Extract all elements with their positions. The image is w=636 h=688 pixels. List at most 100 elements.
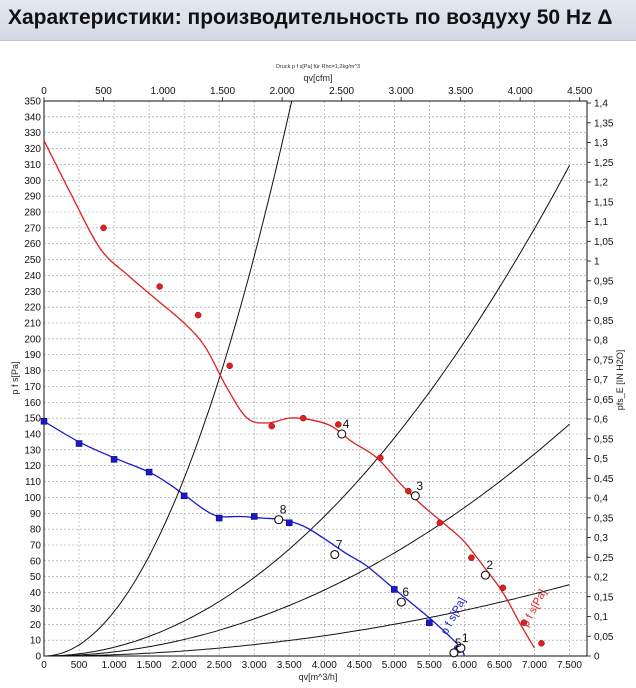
right-tick-label: 0,2 <box>594 573 608 584</box>
operating-point-label: 5 <box>455 636 462 650</box>
y-tick-label: 100 <box>24 493 41 504</box>
y-tick-label: 60 <box>30 556 42 567</box>
y-axis-left-label: p f s[Pa] <box>10 361 20 394</box>
right-tick-label: 1,35 <box>594 118 614 129</box>
y-tick-label: 150 <box>24 414 41 425</box>
y-tick-label: 200 <box>24 334 41 345</box>
fan-curve-marker <box>110 456 118 463</box>
fan-curve-marker <box>268 422 275 430</box>
y-tick-label: 270 <box>24 223 41 234</box>
y-tick-label: 330 <box>24 128 41 139</box>
x-tick-label: 5.500 <box>417 660 442 671</box>
right-tick-label: 0,8 <box>594 336 608 347</box>
fan-curve-marker <box>75 440 83 447</box>
y-tick-label: 260 <box>24 239 41 250</box>
operating-point-3 <box>410 491 420 501</box>
fan-curve-marker <box>335 421 342 428</box>
fan-curve-line-1 <box>43 140 536 649</box>
x-axis-label: qv[m^3/h] <box>299 672 338 682</box>
top-tick-label: 0 <box>41 86 47 97</box>
x-tick-label: 3.000 <box>242 660 267 671</box>
y-tick-label: 40 <box>30 588 42 599</box>
fan-curve-marker <box>40 418 48 425</box>
x-tick-label: 2.000 <box>172 660 197 671</box>
x-tick-label: 4.500 <box>347 660 372 671</box>
operating-point-4 <box>337 429 347 439</box>
top-tick-label: 1.000 <box>151 86 176 97</box>
y-tick-label: 350 <box>24 97 41 108</box>
right-tick-label: 0,95 <box>594 276 614 287</box>
right-tick-label: 0,3 <box>594 533 608 544</box>
operating-point-1 <box>456 643 466 653</box>
fan-curve-marker <box>405 487 412 495</box>
operating-point-5 <box>449 648 459 658</box>
operating-point-label: 6 <box>402 585 409 599</box>
x-tick-label: 7.000 <box>522 660 547 671</box>
x-tick-label: 6.500 <box>487 660 512 671</box>
right-tick-label: 0,55 <box>594 434 614 445</box>
operating-point-label: 8 <box>280 503 287 517</box>
y-tick-label: 120 <box>24 461 41 472</box>
fan-curve-marker <box>215 514 223 522</box>
operating-point-label: 3 <box>416 479 423 493</box>
operating-point-2 <box>480 570 490 580</box>
fan-curve-marker <box>436 519 444 527</box>
operating-point-8 <box>274 515 284 525</box>
operating-point-6 <box>396 597 406 607</box>
top-tick-label: 4.000 <box>508 86 533 97</box>
right-tick-label: 1,25 <box>594 158 614 169</box>
right-tick-label: 0,45 <box>594 474 614 485</box>
right-tick-label: 0,85 <box>594 316 614 327</box>
system-curves <box>43 100 570 657</box>
system-curve-2 <box>44 165 570 657</box>
y-tick-label: 250 <box>24 255 41 266</box>
system-curve-1 <box>43 100 293 657</box>
x-tick-label: 0 <box>41 660 47 671</box>
page-header: Характеристики: производительность по во… <box>0 0 636 41</box>
x-tick-label: 1.500 <box>137 660 162 671</box>
right-tick-label: 0,05 <box>594 632 614 643</box>
y-tick-label: 300 <box>24 176 41 187</box>
y-tick-label: 160 <box>24 398 41 409</box>
fan-curve-marker <box>156 283 163 290</box>
x-tick-label: 4.000 <box>312 660 337 671</box>
fan-curve-marker <box>145 468 153 476</box>
y-tick-label: 90 <box>30 509 42 520</box>
operating-point-label: 1 <box>462 631 469 645</box>
top-tick-label: 4.500 <box>567 86 592 97</box>
chart-top-note: Druck p f s[Pa] für Rho=1,2kg/m^3 <box>276 64 360 70</box>
top-tick-label: 2.000 <box>270 86 295 97</box>
y-tick-label: 20 <box>30 620 42 631</box>
fan-curve-marker <box>285 519 293 527</box>
y-tick-label: 0 <box>35 652 41 663</box>
fan-curve-marker <box>426 619 433 626</box>
fan-curve-marker <box>100 224 107 232</box>
right-tick-label: 0,25 <box>594 553 614 564</box>
axis-labels: Druck p f s[Pa] für Rho=1,2kg/m^3 qv[cfm… <box>10 64 625 682</box>
y-tick-label: 190 <box>24 350 41 361</box>
y-tick-label: 180 <box>24 366 41 377</box>
top-tick-label: 2.500 <box>329 86 354 97</box>
fan-curve-marker <box>520 619 528 626</box>
y-tick-label: 10 <box>30 636 42 647</box>
right-tick-label: 1,1 <box>594 217 608 228</box>
right-tick-label: 0,1 <box>594 612 608 623</box>
y-tick-label: 210 <box>24 319 41 330</box>
right-tick-label: 1,3 <box>594 138 608 149</box>
fan-curve-marker <box>468 554 475 561</box>
y-tick-label: 220 <box>24 303 41 314</box>
right-tick-label: 0,4 <box>594 494 608 505</box>
y-tick-label: 30 <box>30 604 42 615</box>
operating-point-label: 4 <box>343 417 350 431</box>
y-tick-label: 340 <box>24 112 41 123</box>
right-tick-label: 0,9 <box>594 296 608 307</box>
top-tick-label: 3.500 <box>448 86 473 97</box>
y-tick-label: 70 <box>30 541 42 552</box>
top-tick-label: 3.000 <box>389 86 414 97</box>
y-tick-label: 290 <box>24 192 41 203</box>
right-tick-label: 1 <box>594 257 600 268</box>
fan-curve-marker <box>538 640 545 647</box>
x-tick-label: 500 <box>71 660 88 671</box>
right-tick-label: 0,15 <box>594 592 614 603</box>
y-tick-label: 140 <box>24 430 41 441</box>
